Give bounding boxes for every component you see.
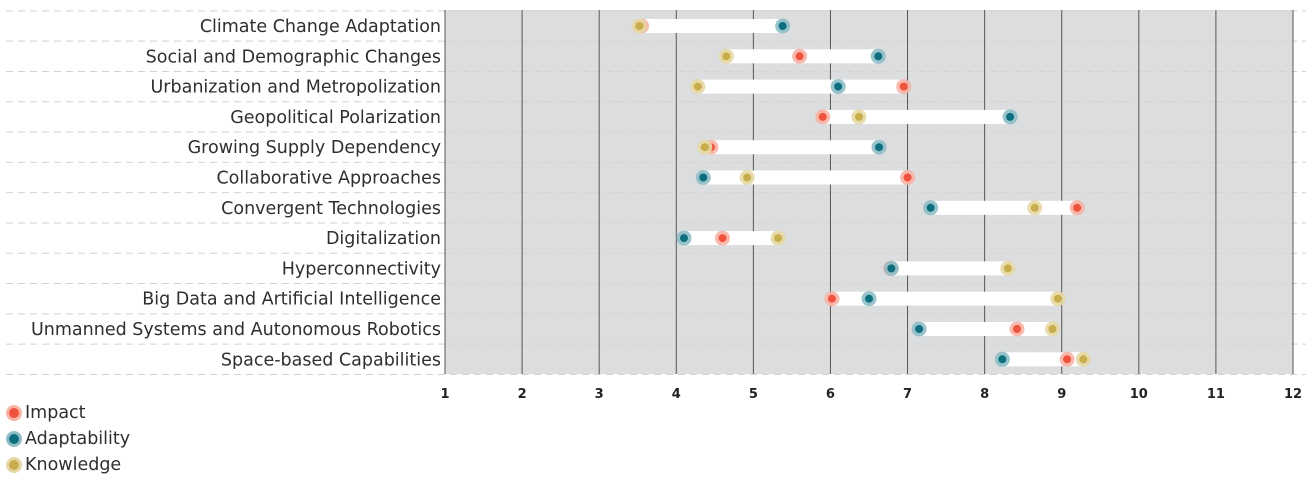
knowledge-marker	[1048, 325, 1057, 333]
legend-label-knowledge: Knowledge	[25, 455, 122, 475]
x-tick-label: 7	[903, 387, 912, 402]
x-tick-label: 9	[1057, 387, 1066, 402]
category-label: Urbanization and Metropolization	[151, 78, 442, 98]
category-labels: Climate Change Adaptation Social and Demo…	[31, 17, 441, 370]
adaptability-marker	[875, 143, 884, 152]
legend-item-adaptability: Adaptability	[6, 426, 130, 452]
range-bar	[697, 79, 904, 94]
data-markers	[631, 18, 1091, 367]
impact-marker	[1013, 325, 1022, 333]
knowledge-marker	[743, 173, 752, 182]
category-label: Social and Demographic Changes	[146, 47, 441, 67]
x-tick-label: 1	[440, 387, 449, 402]
category-label: Collaborative Approaches	[216, 169, 441, 189]
impact-marker	[827, 294, 836, 303]
legend-label-impact: Impact	[25, 403, 86, 423]
adaptability-marker	[874, 52, 883, 61]
adaptability-marker	[679, 234, 688, 243]
adaptability-marker	[865, 294, 873, 303]
category-label: Big Data and Artificial Intelligence	[142, 290, 441, 310]
knowledge-marker	[1053, 294, 1062, 303]
impact-marker	[1073, 203, 1082, 212]
grid-lines	[444, 10, 1294, 374]
plot-background	[445, 10, 1293, 374]
adaptability-marker	[778, 22, 787, 30]
legend-item-knowledge: Knowledge	[6, 452, 130, 478]
range-bar	[831, 291, 1058, 306]
x-tick-label: 3	[595, 387, 604, 402]
category-label: Climate Change Adaptation	[200, 17, 441, 37]
x-tick-label: 6	[826, 387, 835, 402]
range-bar	[890, 261, 1008, 276]
legend: Impact Adaptability Knowledge	[6, 400, 130, 478]
impact-marker	[1063, 355, 1072, 364]
legend-label-adaptability: Adaptability	[25, 429, 131, 449]
adaptability-marker	[887, 264, 896, 273]
knowledge-marker	[774, 234, 783, 243]
knowledge-marker	[635, 22, 644, 30]
knowledge-marker	[693, 82, 702, 91]
knowledge-marker	[722, 52, 731, 61]
x-tick-label: 2	[518, 387, 527, 402]
x-tick-label: 4	[672, 387, 681, 402]
adaptability-marker	[699, 173, 708, 182]
category-label: Geopolitical Polarization	[230, 108, 441, 128]
category-label: Space-based Capabilities	[221, 350, 441, 370]
impact-marker	[899, 82, 908, 91]
x-tick-label: 10	[1130, 387, 1148, 402]
adaptability-legend-dot	[9, 434, 19, 444]
adaptability-marker	[834, 82, 843, 91]
x-tick-label: 8	[980, 387, 989, 402]
impact-marker	[795, 52, 804, 61]
category-label: Growing Supply Dependency	[188, 138, 441, 158]
x-tick-label: 5	[749, 387, 758, 402]
x-axis-ticks: 1 2 3 4 5 6 7 8 9 10 11 12	[440, 387, 1302, 402]
range-bar	[919, 322, 1053, 336]
range-bar	[822, 109, 1011, 124]
knowledge-marker	[700, 143, 709, 152]
category-label: Unmanned Systems and Autonomous Robotics	[31, 320, 441, 340]
knowledge-marker	[1079, 355, 1088, 364]
row-separators	[6, 10, 1306, 375]
impact-marker	[818, 112, 827, 121]
range-bar	[683, 231, 779, 246]
range-bar	[639, 19, 783, 33]
knowledge-marker	[1030, 203, 1039, 212]
knowledge-marker	[854, 112, 863, 121]
range-bar	[703, 170, 908, 185]
knowledge-legend-dot	[9, 460, 19, 470]
impact-legend-dot	[9, 408, 19, 418]
range-bar	[704, 140, 880, 155]
impact-marker	[903, 173, 912, 182]
category-label: Digitalization	[326, 229, 441, 249]
category-label: Convergent Technologies	[221, 199, 441, 219]
knowledge-marker	[1003, 264, 1012, 273]
x-tick-label: 11	[1207, 387, 1225, 402]
legend-item-impact: Impact	[6, 400, 130, 426]
category-label: Hyperconnectivity	[282, 259, 441, 279]
impact-marker	[718, 234, 727, 243]
x-tick-label: 12	[1284, 387, 1302, 402]
range-bar	[930, 200, 1078, 215]
adaptability-marker	[926, 203, 935, 212]
adaptability-marker	[998, 355, 1007, 364]
adaptability-marker	[915, 325, 924, 333]
adaptability-marker	[1006, 112, 1015, 121]
